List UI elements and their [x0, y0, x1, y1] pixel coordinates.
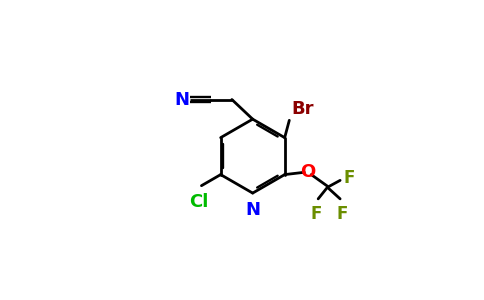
- Text: N: N: [245, 201, 260, 219]
- Text: F: F: [337, 205, 348, 223]
- Text: Br: Br: [291, 100, 314, 118]
- Text: F: F: [344, 169, 355, 187]
- Text: O: O: [300, 163, 316, 181]
- Text: N: N: [174, 91, 189, 109]
- Text: F: F: [310, 205, 321, 223]
- Text: Cl: Cl: [189, 193, 209, 211]
